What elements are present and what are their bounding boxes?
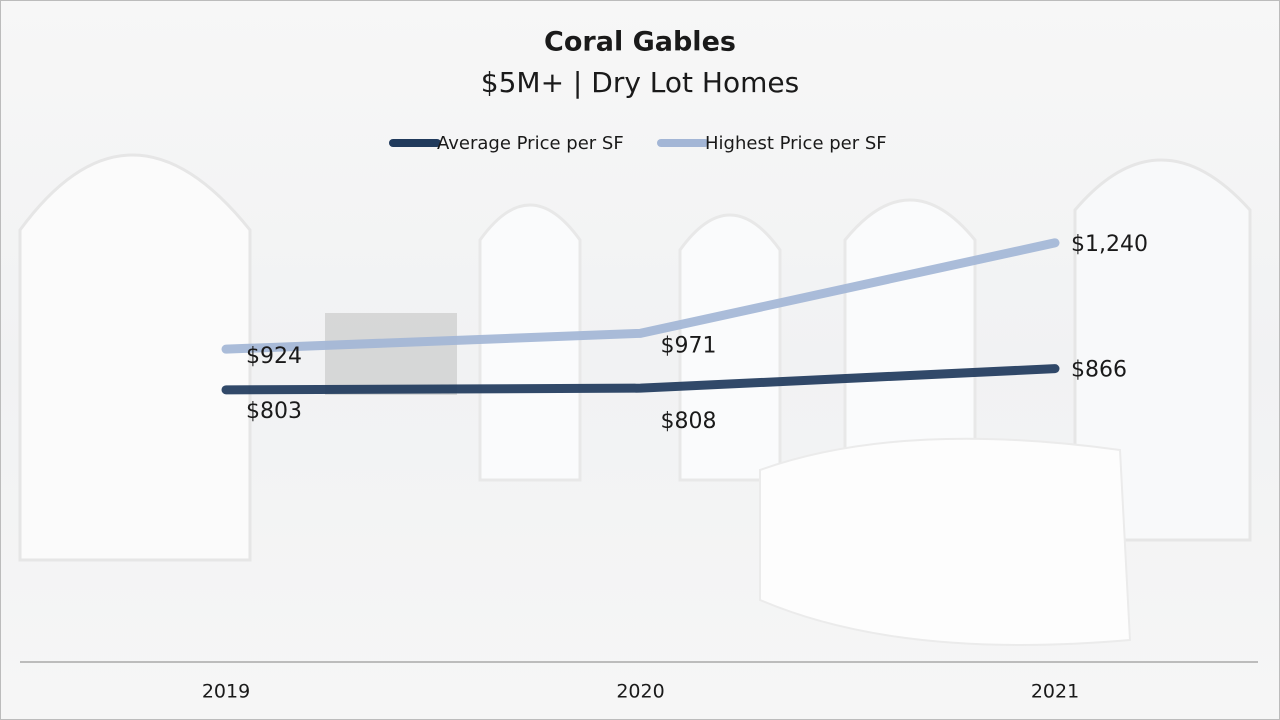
data-label: $1,240	[1071, 232, 1148, 257]
legend-label: Highest Price per SF	[705, 133, 887, 154]
data-label: $808	[661, 409, 717, 434]
x-tick-label: 2021	[1031, 681, 1079, 703]
x-tick-label: 2020	[616, 681, 664, 703]
data-label: $971	[661, 333, 717, 358]
data-label: $866	[1071, 358, 1127, 383]
legend-label: Average Price per SF	[437, 133, 624, 154]
data-line	[221, 238, 1060, 354]
data-line	[221, 364, 1060, 395]
chart-title: Coral Gables	[544, 27, 736, 58]
data-label: $924	[246, 344, 302, 369]
x-tick-label: 2019	[202, 681, 250, 703]
chart-subtitle: $5M+ | Dry Lot Homes	[481, 66, 799, 99]
data-label: $803	[246, 399, 302, 424]
